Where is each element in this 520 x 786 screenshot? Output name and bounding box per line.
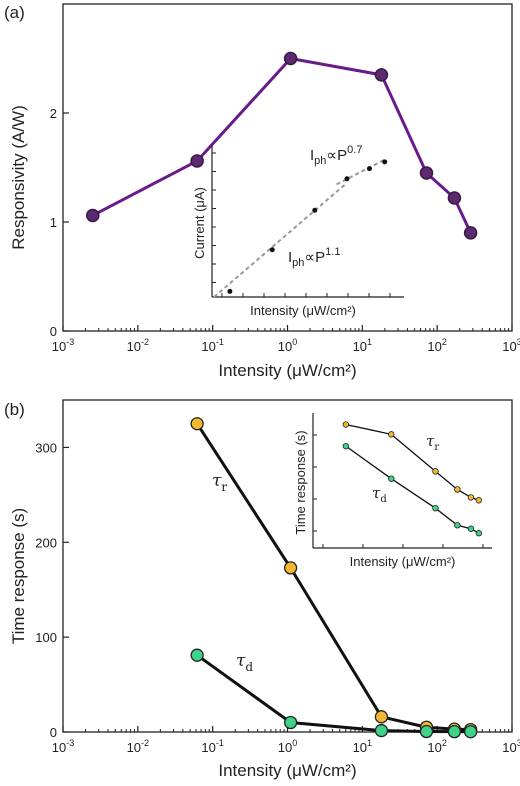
- inset-data-point-d: [342, 442, 350, 450]
- data-point: [447, 191, 462, 205]
- data-point-d: [283, 715, 298, 730]
- data-point-d: [447, 724, 462, 739]
- x-tick-label: 102: [427, 738, 446, 755]
- y-tick-label: 0: [50, 725, 57, 740]
- x-tick-label: 10-2: [127, 738, 149, 755]
- data-point: [463, 226, 478, 240]
- inset-data-point-d: [388, 475, 395, 482]
- series-label-r: τr: [212, 471, 227, 494]
- y-tick-label: 2: [50, 106, 57, 121]
- data-point-d: [419, 724, 434, 739]
- fit-line: [213, 183, 346, 298]
- data-point: [283, 51, 298, 66]
- x-tick-label: 10-3: [52, 337, 74, 354]
- inset-data-point-d: [454, 522, 461, 529]
- x-tick-label: 101: [353, 738, 372, 755]
- x-axis-title: Intensity (μW/cm²): [218, 761, 356, 780]
- inset-data-point: [269, 247, 275, 253]
- fit-line: [336, 158, 386, 186]
- y-tick-label: 100: [35, 630, 57, 645]
- inset-data-point-d: [475, 530, 483, 537]
- inset-y-axis-title: Current (μA): [192, 187, 207, 259]
- inset-data-point-d: [432, 504, 439, 512]
- data-point: [374, 68, 389, 82]
- inset-b: τr τd Intensity (μW/cm²) Time response (s): [293, 413, 492, 569]
- inset-data-point-d: [467, 525, 475, 532]
- inset-x-axis-title: Intensity (μW/cm²): [350, 554, 456, 569]
- x-tick-label: 103: [502, 738, 520, 755]
- inset-data-point: [344, 176, 350, 182]
- panel-label-a: (a): [4, 3, 25, 22]
- data-point: [190, 154, 204, 168]
- x-tick-label: 10-2: [127, 337, 149, 354]
- inset-data-point-r: [467, 494, 475, 501]
- series-label-d: τd: [236, 651, 253, 674]
- data-point-d: [374, 723, 389, 738]
- inset-data-point: [366, 166, 372, 172]
- data-point-d: [190, 648, 204, 662]
- x-tick-label: 10-3: [52, 738, 74, 755]
- x-axis-title: Intensity (μW/cm²): [218, 361, 356, 380]
- panel-a: (a) 10-3 10-2 10-1 100 101 102 103 0 1 2 Intensity …: [4, 3, 520, 380]
- y-axis-title: Time response (s): [9, 508, 28, 644]
- y-tick-label: 0: [50, 324, 57, 339]
- inset-data-point: [312, 207, 318, 213]
- inset-a: Intensity (μW/cm²) Current (μA) Iph∝P1.1 Ip…: [192, 144, 404, 318]
- y-tick-label: 200: [35, 535, 57, 550]
- data-point-r: [374, 710, 389, 724]
- x-tick-label: 100: [278, 337, 297, 354]
- data-point-d: [463, 725, 478, 739]
- inset-x-axis-title: Intensity (μW/cm²): [250, 303, 356, 318]
- panel-b: (b) 10-3 10-2 10-1 100 101 102 103 0 100 200 300 Int…: [4, 399, 520, 780]
- inset-data-point: [382, 159, 388, 165]
- series-line: [92, 56, 472, 234]
- data-point: [419, 166, 434, 180]
- data-point-r: [190, 417, 204, 431]
- inset-data-point: [227, 288, 233, 294]
- inset-data-point-r: [342, 421, 350, 428]
- panel-label-b: (b): [4, 400, 25, 419]
- x-tick-label: 10-1: [201, 738, 223, 755]
- inset-data-point-r: [454, 486, 461, 493]
- x-tick-label: 103: [502, 337, 520, 354]
- x-tick-label: 100: [278, 738, 297, 755]
- power-law-annotation: Iph∝P0.7: [310, 144, 362, 167]
- power-law-annotation: Iph∝P1.1: [288, 246, 340, 269]
- x-tick-label: 10-1: [201, 337, 223, 354]
- inset-data-point-r: [388, 431, 395, 438]
- x-tick-label: 102: [427, 337, 446, 354]
- y-tick-label: 1: [50, 215, 57, 230]
- inset-series-label-d: τd: [372, 484, 387, 505]
- x-tick-label: 101: [353, 337, 372, 354]
- inset-data-point-r: [432, 468, 439, 475]
- y-tick-label: 300: [35, 440, 57, 455]
- inset-series-label-r: τr: [426, 432, 439, 453]
- inset-y-axis-title: Time response (s): [293, 430, 308, 534]
- y-axis-title: Responsivity (A/W): [9, 105, 28, 250]
- data-point: [86, 208, 100, 223]
- data-point-r: [283, 561, 298, 575]
- inset-data-point-r: [475, 497, 483, 504]
